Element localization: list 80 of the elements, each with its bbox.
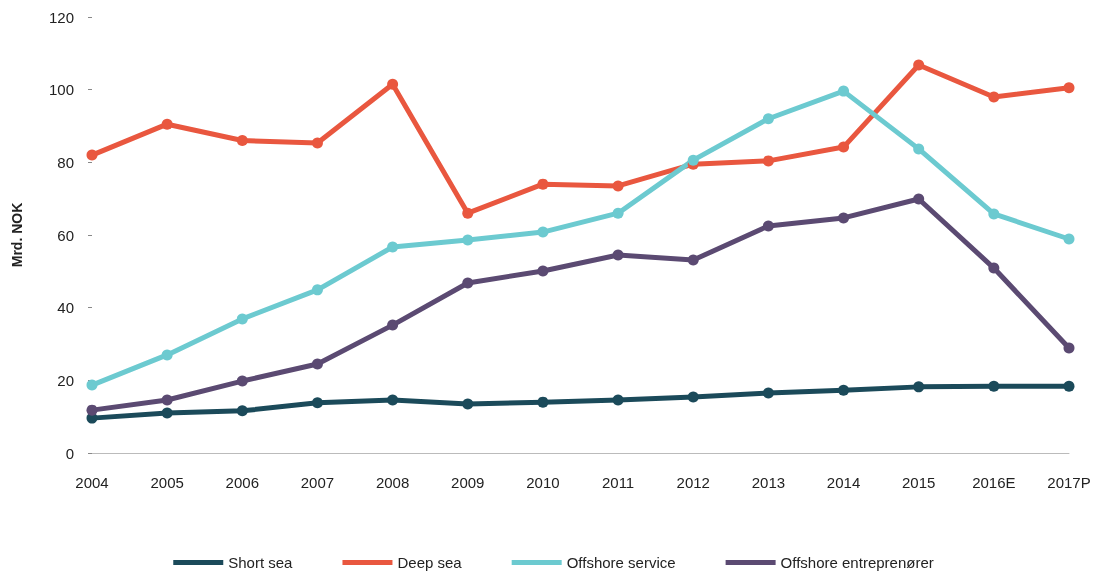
- point: [311, 284, 323, 296]
- y-axis-title: Mrd. NOK: [9, 202, 25, 268]
- point: [161, 407, 173, 419]
- point: [612, 180, 624, 192]
- point: [913, 143, 925, 155]
- point: [387, 78, 399, 90]
- point: [311, 137, 323, 149]
- point: [762, 113, 774, 125]
- x-tick-label: 2006: [225, 474, 259, 491]
- point: [687, 154, 699, 166]
- point: [913, 193, 925, 205]
- point: [161, 394, 173, 406]
- point: [462, 234, 474, 246]
- y-tick-label: 80: [57, 153, 74, 171]
- point: [1063, 380, 1075, 392]
- point: [838, 212, 850, 224]
- x-tick-label: 2016E: [972, 474, 1016, 491]
- point: [762, 387, 774, 399]
- point: [762, 220, 774, 232]
- legend-label: Deep sea: [397, 554, 463, 571]
- point: [913, 59, 925, 71]
- point: [537, 178, 549, 190]
- point: [311, 358, 323, 370]
- point: [311, 397, 323, 409]
- y-tick-label: 100: [48, 81, 74, 99]
- point: [387, 394, 399, 406]
- point: [988, 380, 1000, 392]
- point: [988, 208, 1000, 220]
- point: [838, 384, 850, 396]
- point: [762, 155, 774, 167]
- point: [387, 241, 399, 253]
- point: [387, 319, 399, 331]
- point: [1063, 82, 1075, 94]
- y-tick-label: 120: [48, 8, 74, 26]
- point: [462, 207, 474, 219]
- point: [1063, 233, 1075, 245]
- point: [838, 141, 850, 153]
- y-tick-label: 60: [57, 226, 74, 244]
- point: [537, 396, 549, 408]
- x-tick-label: 2008: [375, 474, 410, 491]
- point: [988, 91, 1000, 103]
- point: [988, 262, 1000, 274]
- point: [687, 254, 699, 266]
- legend-label: Short sea: [228, 554, 294, 571]
- legend-label: Offshore service: [566, 554, 676, 571]
- point: [537, 265, 549, 277]
- point: [913, 381, 925, 393]
- x-tick-label: 2010: [526, 474, 560, 491]
- x-tick-label: 2011: [601, 474, 635, 491]
- point: [612, 207, 624, 219]
- x-tick-label: 2015: [902, 474, 936, 491]
- point: [462, 277, 474, 289]
- y-tick-label: 0: [65, 444, 74, 462]
- y-tick-label: 40: [57, 299, 74, 317]
- x-tick-label: 2005: [150, 474, 184, 491]
- x-tick-label: 2017P: [1047, 474, 1091, 491]
- point: [86, 404, 98, 416]
- x-tick-label: 2009: [451, 474, 485, 491]
- point: [236, 135, 248, 147]
- x-tick-label: 2014: [826, 474, 861, 491]
- point: [86, 379, 98, 391]
- point: [161, 118, 173, 130]
- y-tick-label: 20: [57, 371, 74, 389]
- point: [86, 149, 98, 161]
- point: [462, 398, 474, 410]
- point: [687, 391, 699, 403]
- x-tick-label: 2012: [676, 474, 710, 491]
- point: [1063, 342, 1075, 354]
- point: [236, 405, 248, 417]
- x-tick-label: 2013: [751, 474, 786, 491]
- point: [161, 349, 173, 361]
- point: [612, 249, 624, 261]
- point: [838, 85, 850, 97]
- x-tick-label: 2007: [300, 474, 335, 491]
- point: [236, 375, 248, 387]
- point: [612, 394, 624, 406]
- x-tick-label: 2004: [75, 474, 109, 491]
- point: [537, 226, 549, 238]
- legend-label: Offshore entreprenører: [780, 554, 934, 571]
- point: [236, 313, 248, 325]
